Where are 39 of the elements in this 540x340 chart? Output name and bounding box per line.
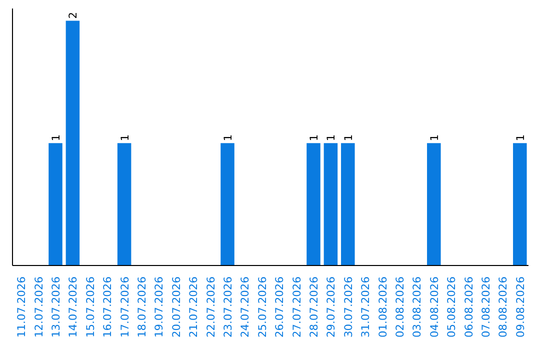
x-tick-label: 13.07.2026 xyxy=(50,276,62,338)
data-label: 1 xyxy=(50,134,62,142)
x-tick-label: 15.07.2026 xyxy=(84,276,97,338)
x-tick-label: 30.07.2026 xyxy=(342,276,355,338)
x-tick-label: 27.07.2026 xyxy=(290,276,304,338)
x-tick-label: 29.07.2026 xyxy=(324,276,338,338)
x-tick-label: 07.08.2026 xyxy=(480,276,492,338)
data-label: 1 xyxy=(308,134,320,142)
x-tick-label: 17.07.2026 xyxy=(118,276,132,338)
x-tick-label: 19.07.2026 xyxy=(152,276,166,338)
x-tick-label: 08.08.2026 xyxy=(496,276,510,338)
data-label: 1 xyxy=(222,134,234,142)
data-label: 1 xyxy=(324,134,338,142)
x-tick-label: 26.07.2026 xyxy=(273,276,286,338)
x-tick-label: 18.07.2026 xyxy=(136,276,148,338)
data-label: 1 xyxy=(514,134,527,142)
x-tick-label: 05.08.2026 xyxy=(445,276,458,338)
x-tick-label: 23.07.2026 xyxy=(222,276,234,338)
x-tick-label: 04.08.2026 xyxy=(428,276,441,338)
x-tick-label: 12.07.2026 xyxy=(32,276,46,338)
x-tick-label: 31.07.2026 xyxy=(359,276,372,338)
x-tick-label: 16.07.2026 xyxy=(101,276,114,338)
x-tick-label: 28.07.2026 xyxy=(308,276,320,338)
x-tick-label: 25.07.2026 xyxy=(256,276,269,338)
data-label: 1 xyxy=(118,134,132,142)
x-tick-label: 03.08.2026 xyxy=(410,276,424,338)
x-tick-label: 09.08.2026 xyxy=(514,276,527,338)
x-tick-label: 21.07.2026 xyxy=(187,276,200,338)
x-tick-label: 20.07.2026 xyxy=(170,276,183,338)
x-tick-label: 06.08.2026 xyxy=(462,276,476,338)
x-tick-label: 02.08.2026 xyxy=(394,276,406,338)
data-label: 1 xyxy=(342,134,355,142)
x-tick-label: 24.07.2026 xyxy=(238,276,252,338)
x-tick-label: 14.07.2026 xyxy=(66,276,80,338)
x-tick-label: 22.07.2026 xyxy=(204,276,218,338)
x-tick-label: 01.08.2026 xyxy=(376,276,390,338)
x-tick-label: 11.07.2026 xyxy=(15,276,28,338)
data-label: 2 xyxy=(66,12,80,19)
data-label: 1 xyxy=(428,134,441,142)
